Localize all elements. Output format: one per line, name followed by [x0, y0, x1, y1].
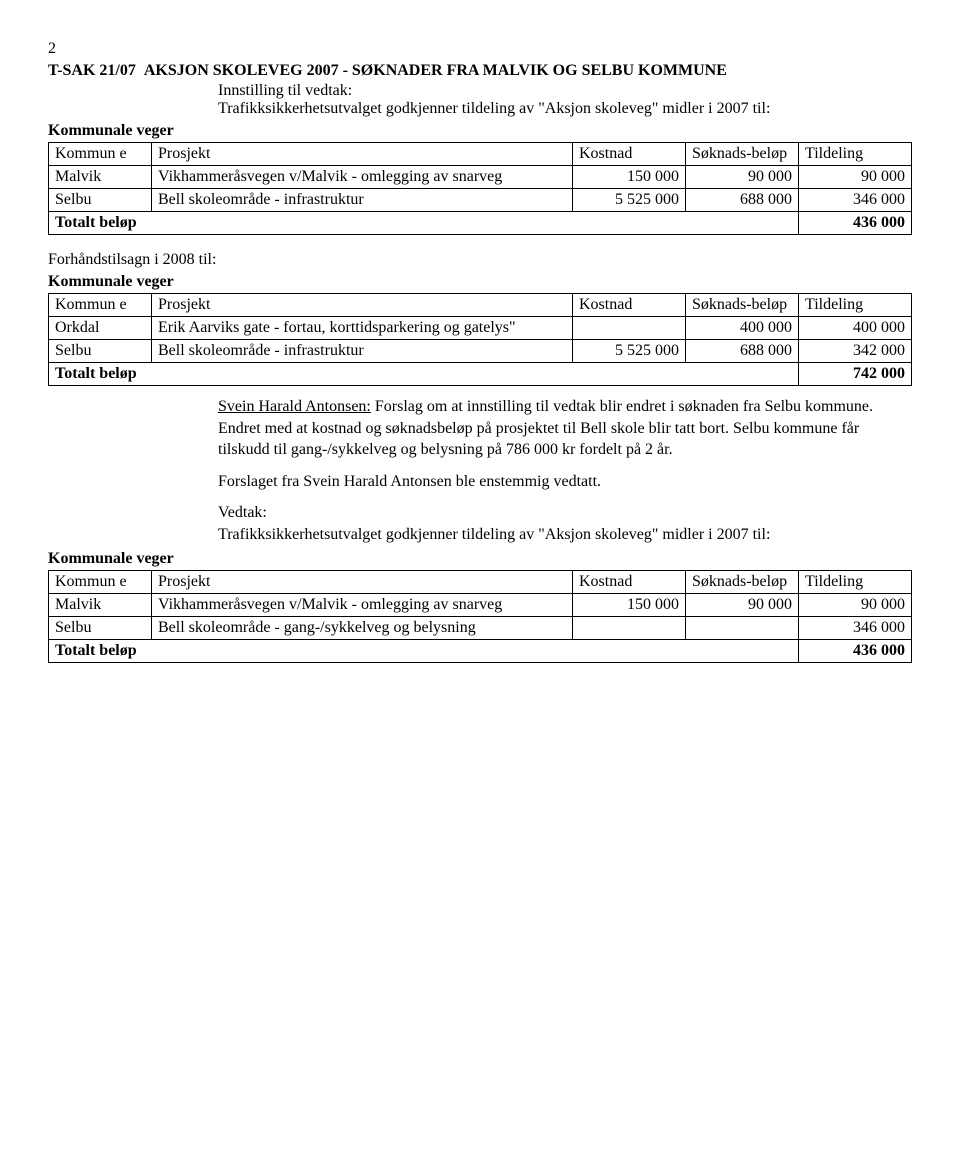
hdr-soknads: Søknads-beløp: [686, 570, 799, 593]
kommunale-label-2: Kommunale veger: [48, 273, 912, 291]
cell-prosjekt: Bell skoleområde - infrastruktur: [152, 189, 573, 212]
cell-kostnad: 150 000: [573, 593, 686, 616]
vedtak-label: Vedtak:: [218, 502, 912, 524]
cell-kommune: Selbu: [49, 616, 152, 639]
table-row: Selbu Bell skoleområde - infrastruktur 5…: [49, 340, 912, 363]
kommunale-label-1: Kommunale veger: [48, 122, 912, 140]
cell-kostnad: [573, 317, 686, 340]
cell-kommune: Orkdal: [49, 317, 152, 340]
innstilling-text: Trafikksikkerhetsutvalget godkjenner til…: [218, 100, 912, 118]
hdr-tildeling: Tildeling: [799, 143, 912, 166]
cell-kostnad: 5 525 000: [573, 189, 686, 212]
cell-prosjekt: Bell skoleområde - infrastruktur: [152, 340, 573, 363]
cell-kostnad: 150 000: [573, 166, 686, 189]
total-label: Totalt beløp: [49, 639, 799, 662]
hdr-prosjekt: Prosjekt: [152, 570, 573, 593]
hdr-kostnad: Kostnad: [573, 143, 686, 166]
cell-prosjekt: Erik Aarviks gate - fortau, korttidspark…: [152, 317, 573, 340]
forhand-label: Forhåndstilsagn i 2008 til:: [48, 251, 912, 269]
cell-tildeling: 400 000: [799, 317, 912, 340]
innstilling-block: Innstilling til vedtak: Trafikksikkerhet…: [218, 82, 912, 118]
hdr-soknads: Søknads-beløp: [686, 294, 799, 317]
table-total-row: Totalt beløp 436 000: [49, 639, 912, 662]
hdr-kommune: Kommun e: [49, 294, 152, 317]
cell-soknads: 688 000: [686, 340, 799, 363]
cell-prosjekt: Vikhammeråsvegen v/Malvik - omlegging av…: [152, 166, 573, 189]
case-ref: T-SAK 21/07: [48, 62, 136, 79]
total-label: Totalt beløp: [49, 363, 799, 386]
cell-kommune: Malvik: [49, 593, 152, 616]
paragraph-2: Forslaget fra Svein Harald Antonsen ble …: [218, 471, 912, 493]
total-value: 436 000: [799, 212, 912, 235]
table-row: Orkdal Erik Aarviks gate - fortau, kortt…: [49, 317, 912, 340]
cell-tildeling: 342 000: [799, 340, 912, 363]
cell-soknads: 90 000: [686, 166, 799, 189]
case-title: AKSJON SKOLEVEG 2007 - SØKNADER FRA MALV…: [144, 62, 727, 79]
paragraph-1: Svein Harald Antonsen: Forslag om at inn…: [218, 396, 912, 461]
table-row: Malvik Vikhammeråsvegen v/Malvik - omleg…: [49, 593, 912, 616]
hdr-kostnad: Kostnad: [573, 294, 686, 317]
cell-prosjekt: Bell skoleområde - gang-/sykkelveg og be…: [152, 616, 573, 639]
hdr-prosjekt: Prosjekt: [152, 294, 573, 317]
cell-soknads: 688 000: [686, 189, 799, 212]
table-header-row: Kommun e Prosjekt Kostnad Søknads-beløp …: [49, 294, 912, 317]
page-number: 2: [48, 40, 912, 58]
table-row: Malvik Vikhammeråsvegen v/Malvik - omleg…: [49, 166, 912, 189]
hdr-tildeling: Tildeling: [799, 570, 912, 593]
table-row: Selbu Bell skoleområde - infrastruktur 5…: [49, 189, 912, 212]
cell-kostnad: 5 525 000: [573, 340, 686, 363]
cell-tildeling: 346 000: [799, 616, 912, 639]
vedtak-block: Vedtak: Trafikksikkerhetsutvalget godkje…: [218, 502, 912, 545]
hdr-prosjekt: Prosjekt: [152, 143, 573, 166]
table-header-row: Kommun e Prosjekt Kostnad Søknads-beløp …: [49, 143, 912, 166]
total-value: 436 000: [799, 639, 912, 662]
para1-underline: Svein Harald Antonsen:: [218, 398, 371, 415]
cell-kommune: Malvik: [49, 166, 152, 189]
cell-kommune: Selbu: [49, 189, 152, 212]
innstilling-label: Innstilling til vedtak:: [218, 82, 912, 100]
hdr-kommune: Kommun e: [49, 570, 152, 593]
total-value: 742 000: [799, 363, 912, 386]
cell-soknads: [686, 616, 799, 639]
cell-tildeling: 90 000: [799, 166, 912, 189]
cell-prosjekt: Vikhammeråsvegen v/Malvik - omlegging av…: [152, 593, 573, 616]
case-heading: T-SAK 21/07 AKSJON SKOLEVEG 2007 - SØKNA…: [48, 62, 912, 80]
total-label: Totalt beløp: [49, 212, 799, 235]
table-3: Kommun e Prosjekt Kostnad Søknads-beløp …: [48, 570, 912, 663]
cell-soknads: 90 000: [686, 593, 799, 616]
cell-tildeling: 90 000: [799, 593, 912, 616]
table-total-row: Totalt beløp 436 000: [49, 212, 912, 235]
table-header-row: Kommun e Prosjekt Kostnad Søknads-beløp …: [49, 570, 912, 593]
cell-soknads: 400 000: [686, 317, 799, 340]
hdr-soknads: Søknads-beløp: [686, 143, 799, 166]
kommunale-label-3: Kommunale veger: [48, 550, 912, 568]
cell-kostnad: [573, 616, 686, 639]
hdr-kostnad: Kostnad: [573, 570, 686, 593]
vedtak-text: Trafikksikkerhetsutvalget godkjenner til…: [218, 524, 912, 546]
hdr-tildeling: Tildeling: [799, 294, 912, 317]
table-total-row: Totalt beløp 742 000: [49, 363, 912, 386]
table-2: Kommun e Prosjekt Kostnad Søknads-beløp …: [48, 293, 912, 386]
cell-tildeling: 346 000: [799, 189, 912, 212]
cell-kommune: Selbu: [49, 340, 152, 363]
hdr-kommune: Kommun e: [49, 143, 152, 166]
table-row: Selbu Bell skoleområde - gang-/sykkelveg…: [49, 616, 912, 639]
table-1: Kommun e Prosjekt Kostnad Søknads-beløp …: [48, 142, 912, 235]
